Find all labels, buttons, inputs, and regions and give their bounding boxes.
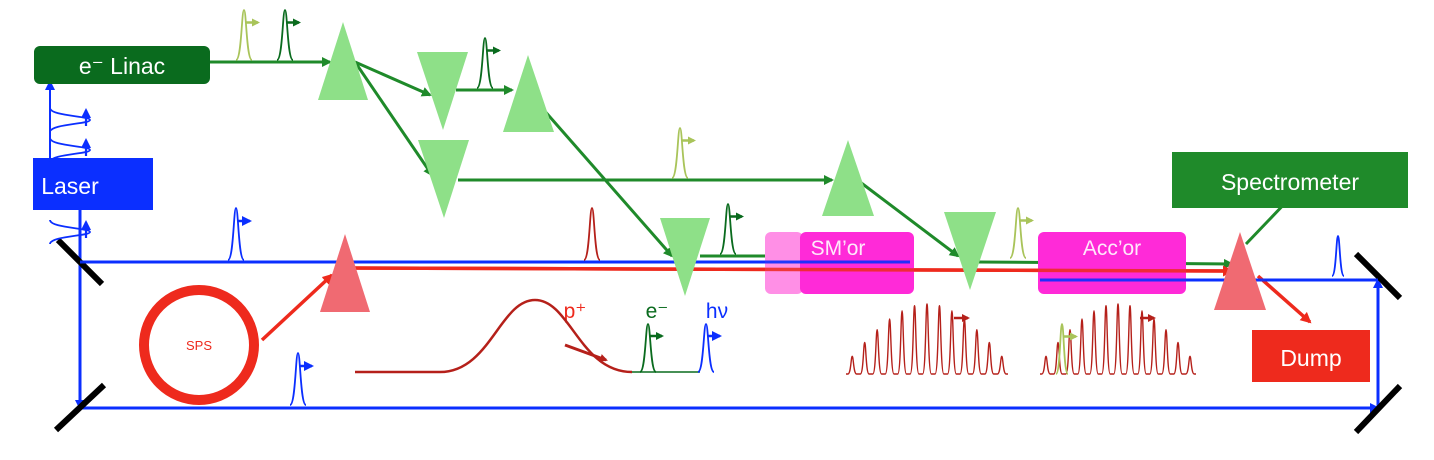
pulse-laser-2 [289,352,307,406]
dipole-6 [660,218,710,296]
laser-label: Laser [41,173,99,199]
dump-label: Dump [1280,345,1341,371]
pulse-legend-photon [697,323,715,373]
pulse-laser-return [1331,235,1345,277]
microbunch-trains [846,303,1196,375]
pulse-light-accor [1009,207,1027,259]
spectrometer-label: Spectrometer [1221,169,1359,195]
pulse-proton-beam [583,207,601,261]
dipole-7 [944,212,996,290]
spectrometer-box: Spectrometer [1172,152,1408,208]
proton-label: p⁺ [564,300,587,323]
pulse-dark-smor [719,203,737,255]
sps-ring: SPS [139,285,259,405]
mirror-bottom-right [1353,383,1403,435]
pulse-dark-dipole [476,37,494,89]
accor-label: Acc’or [1083,237,1141,260]
linac-box: e⁻ Linac [34,46,210,84]
microbunch-train-accor [1040,303,1196,375]
dump-box: Dump [1252,330,1370,382]
microbunch-train-smor [846,303,1008,375]
pulse-legend-electron [639,323,657,373]
accor-cell: Acc’or [1038,232,1186,294]
proton-bunch-profile [355,298,633,374]
red-dipoles [320,232,1266,312]
pulse-light-train [1055,323,1069,375]
pulse-laser-stack-0 [49,107,91,133]
dipole-2 [417,52,468,130]
pulse-laser-1 [227,207,245,261]
pulse-dark-linac [276,9,294,61]
electron-label: e⁻ [646,300,669,323]
linac-label: e⁻ Linac [79,53,165,79]
pulse-light-linac [235,9,253,61]
electron-beam-lines [210,57,1292,269]
pulse-light-mid [671,127,689,179]
pulse-laser-stack-1 [49,137,91,163]
smor-label: SM’or [811,237,866,260]
dipole-4 [418,140,469,218]
dipole-5 [822,140,874,216]
green-dipoles [318,22,996,296]
laser-box: Laser [33,158,153,210]
mirror-bottom-left [53,382,107,433]
sps-label: SPS [186,338,212,353]
dipole-3 [503,55,554,132]
pulse-glyphs [49,9,1345,406]
proton-dipole-2 [1214,232,1266,310]
proton-dipole-1 [320,234,370,312]
pulse-laser-stack-2 [49,219,91,245]
dipole-1 [318,22,368,100]
mirror-top-right [1353,251,1403,301]
photon-label: hν [706,300,728,323]
mirrors [53,237,1403,435]
